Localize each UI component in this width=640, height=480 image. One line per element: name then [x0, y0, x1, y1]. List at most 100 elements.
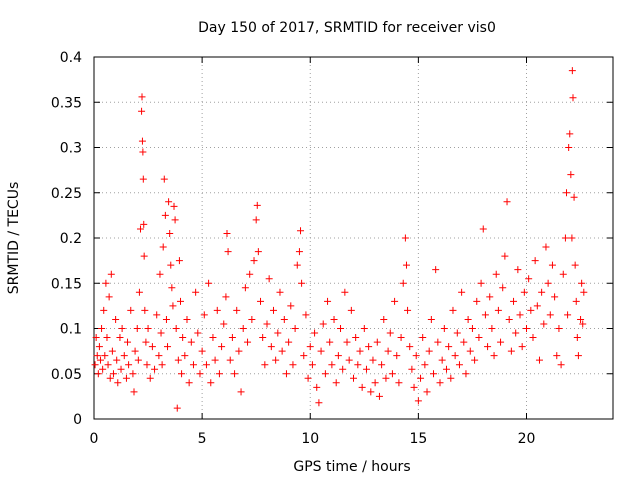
data-point: [98, 325, 106, 332]
data-point: [103, 334, 111, 342]
data-point: [538, 288, 546, 296]
data-point: [561, 234, 569, 242]
data-point: [475, 334, 483, 342]
data-point: [427, 315, 435, 323]
data-point: [451, 352, 459, 360]
data-point: [107, 270, 115, 278]
data-point: [462, 370, 470, 378]
data-point: [162, 315, 170, 323]
data-point: [178, 370, 186, 378]
data-point: [525, 275, 533, 283]
y-tick-label: 0.4: [60, 50, 82, 66]
data-point: [297, 227, 305, 235]
y-axis-label: SRMTID / TECUs: [6, 182, 22, 295]
data-point: [95, 343, 103, 351]
data-point: [165, 198, 173, 206]
data-point: [293, 261, 301, 269]
data-point: [339, 365, 347, 373]
data-point: [332, 379, 340, 387]
data-point: [533, 302, 541, 310]
data-point: [241, 284, 249, 292]
data-point: [402, 261, 410, 269]
data-point: [497, 338, 505, 346]
data-point: [130, 388, 138, 396]
data-point: [378, 361, 386, 369]
data-point: [350, 374, 357, 382]
data-point: [503, 198, 511, 206]
x-tick-label: 10: [301, 431, 319, 447]
data-point: [438, 356, 446, 364]
data-point: [564, 311, 572, 319]
data-point: [168, 284, 176, 292]
data-point: [108, 347, 116, 355]
data-point: [540, 320, 548, 328]
data-point: [408, 365, 416, 373]
grid-lines: [94, 57, 613, 419]
data-point: [272, 356, 280, 364]
data-point: [233, 306, 241, 314]
data-point: [334, 352, 342, 360]
y-tick-label: 0.05: [51, 367, 82, 383]
data-point: [423, 388, 431, 396]
data-point: [365, 343, 373, 351]
data-point: [92, 334, 100, 342]
data-point: [142, 338, 150, 346]
data-point: [317, 347, 325, 355]
data-point: [393, 352, 401, 360]
data-point: [289, 361, 297, 369]
plot-frame: [93, 56, 614, 420]
data-point: [117, 365, 125, 373]
data-point: [569, 94, 577, 102]
data-point: [136, 225, 144, 233]
data-point: [122, 374, 130, 382]
data-point: [173, 404, 181, 412]
data-point: [520, 288, 528, 296]
data-point: [436, 379, 444, 387]
data-point: [105, 293, 113, 301]
data-point: [311, 329, 319, 337]
data-point: [578, 279, 586, 287]
data-point: [291, 325, 299, 332]
data-point: [183, 315, 191, 323]
data-point: [300, 352, 308, 360]
data-point: [481, 311, 489, 319]
data-point: [102, 279, 110, 287]
data-point: [239, 325, 247, 332]
data-point: [501, 252, 509, 260]
data-point: [430, 370, 438, 378]
data-point: [134, 356, 142, 364]
data-point: [104, 361, 112, 369]
data-point: [172, 325, 180, 332]
data-point: [324, 297, 332, 305]
data-point: [224, 248, 232, 256]
chart-title: Day 150 of 2017, SRMTID for receiver vis…: [198, 20, 496, 36]
data-point: [559, 270, 567, 278]
data-point: [360, 325, 368, 332]
data-point: [179, 334, 187, 342]
data-point: [138, 93, 146, 101]
data-point: [158, 361, 166, 369]
data-point: [319, 320, 327, 328]
data-point: [458, 288, 466, 296]
data-point: [205, 279, 213, 287]
data-point: [159, 243, 167, 251]
data-point: [313, 383, 321, 391]
data-point: [326, 338, 334, 346]
data-point: [96, 356, 104, 364]
data-point: [473, 297, 481, 305]
data-point: [133, 325, 141, 332]
x-axis-label: GPS time / hours: [293, 459, 410, 475]
data-point: [328, 361, 336, 369]
data-point: [161, 211, 169, 219]
data-point: [516, 311, 524, 319]
data-point: [388, 370, 396, 378]
data-point: [287, 302, 295, 310]
data-point: [565, 144, 573, 151]
data-point: [544, 279, 552, 287]
data-point: [274, 329, 282, 337]
data-point: [302, 311, 310, 319]
data-point: [164, 343, 172, 351]
y-tick-label: 0.35: [51, 95, 82, 111]
data-point: [557, 361, 565, 369]
data-point: [99, 365, 107, 373]
